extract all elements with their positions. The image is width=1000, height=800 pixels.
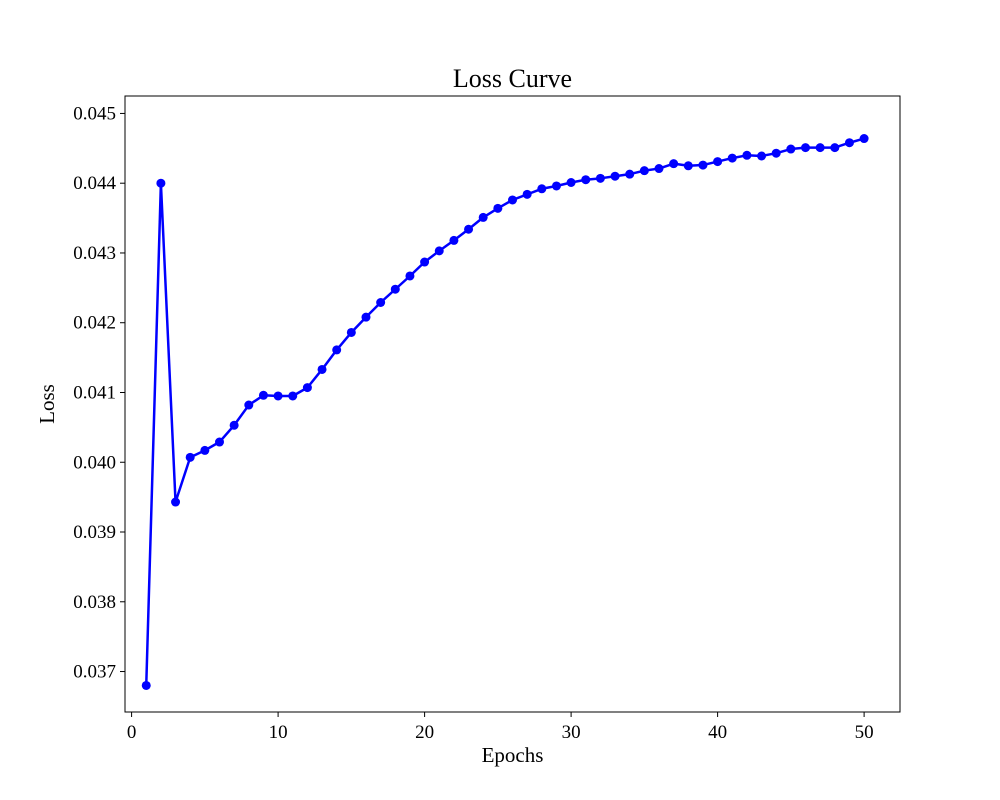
loss-data-point (801, 143, 811, 153)
y-tick-label: 0.045 (73, 103, 116, 124)
loss-data-point (595, 173, 605, 183)
loss-data-point (317, 364, 327, 374)
loss-data-point (625, 169, 635, 179)
x-tick-label: 20 (415, 722, 434, 743)
y-axis-label: Loss (35, 384, 59, 424)
y-tick-label: 0.043 (73, 243, 116, 264)
y-tick-label: 0.042 (73, 313, 116, 334)
loss-data-point (669, 159, 679, 169)
loss-data-point (786, 144, 796, 154)
x-tick-label: 0 (127, 722, 137, 743)
y-tick-label: 0.044 (73, 173, 116, 194)
loss-data-point (302, 383, 312, 393)
loss-data-point (273, 391, 283, 401)
x-tick-label: 10 (269, 722, 288, 743)
loss-data-point (405, 271, 415, 281)
loss-data-point (171, 497, 181, 507)
loss-data-point (376, 297, 386, 307)
x-tick-label: 40 (708, 722, 727, 743)
loss-data-point (346, 327, 356, 337)
loss-data-point (522, 189, 532, 199)
loss-data-point (698, 160, 708, 170)
loss-data-point (332, 345, 342, 355)
loss-data-point (713, 157, 723, 167)
y-tick-label: 0.037 (73, 662, 116, 683)
x-axis-label: Epochs (482, 743, 544, 767)
plot-area: 0 10 20 30 40 50 0.037 0.038 0.039 0.040 0.041 0.04… (73, 95, 901, 743)
loss-data-point (478, 212, 488, 222)
y-tick-label: 0.040 (73, 452, 116, 473)
loss-data-point (449, 235, 459, 245)
chart-title: Loss Curve (453, 64, 572, 93)
loss-data-point (654, 164, 664, 174)
loss-data-point (185, 452, 195, 462)
loss-data-point (683, 161, 693, 171)
loss-data-point (214, 437, 224, 447)
loss-data-point (464, 224, 474, 234)
loss-data-point (141, 680, 151, 690)
loss-data-point (434, 246, 444, 256)
loss-data-point (757, 151, 767, 161)
loss-data-point (244, 400, 254, 410)
loss-data-point (229, 420, 239, 430)
loss-data-point (200, 445, 210, 455)
y-tick-label: 0.039 (73, 522, 116, 543)
loss-data-point (288, 391, 298, 401)
x-tick-label: 50 (855, 722, 874, 743)
x-tick-label: 30 (562, 722, 581, 743)
y-tick-label: 0.038 (73, 592, 116, 613)
loss-data-point (551, 181, 561, 191)
loss-data-point (830, 143, 840, 153)
loss-data-point (537, 184, 547, 194)
loss-data-point (361, 312, 371, 322)
loss-data-point (493, 203, 503, 213)
loss-data-point (815, 143, 825, 153)
axes-frame (124, 95, 901, 713)
loss-data-point (610, 171, 620, 181)
loss-data-point (742, 150, 752, 160)
loss-data-point (508, 195, 517, 205)
loss-data-point (390, 284, 400, 294)
loss-data-point (771, 148, 781, 158)
loss-data-point (639, 166, 649, 176)
loss-data-point (420, 257, 430, 267)
loss-data-point (727, 153, 737, 163)
loss-data-point (258, 390, 268, 400)
loss-data-point (844, 138, 854, 148)
loss-data-point (859, 134, 869, 144)
y-tick-label: 0.041 (73, 382, 116, 403)
loss-data-point (156, 178, 166, 188)
loss-data-point (581, 175, 591, 185)
loss-data-point (566, 178, 576, 188)
